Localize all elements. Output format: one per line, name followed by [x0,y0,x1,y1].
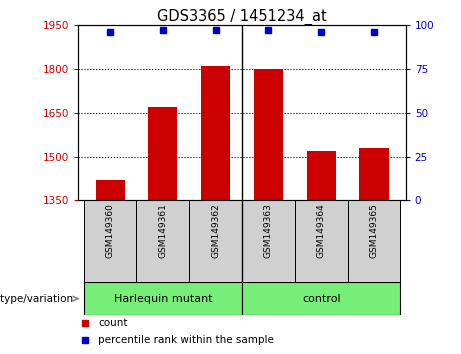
Bar [295,200,348,282]
Bar [307,151,336,200]
Bar [189,200,242,282]
Title: GDS3365 / 1451234_at: GDS3365 / 1451234_at [157,8,327,25]
Bar [254,69,283,200]
Text: GSM149362: GSM149362 [211,203,220,258]
Bar [95,180,124,200]
Bar [201,66,230,200]
Text: count: count [98,318,128,328]
Bar [242,200,295,282]
Text: percentile rank within the sample: percentile rank within the sample [98,336,274,346]
Bar [348,200,401,282]
Text: GSM149360: GSM149360 [106,203,114,258]
Text: GSM149365: GSM149365 [370,203,378,258]
Bar [148,107,177,200]
Text: GSM149364: GSM149364 [317,203,326,258]
Bar [83,200,136,282]
Bar [136,200,189,282]
Text: control: control [302,293,341,304]
Text: Harlequin mutant: Harlequin mutant [113,293,212,304]
Text: GSM149363: GSM149363 [264,203,273,258]
Bar [242,282,401,315]
Text: GSM149361: GSM149361 [158,203,167,258]
Bar [83,282,242,315]
Bar [360,148,389,200]
Text: genotype/variation: genotype/variation [0,293,74,304]
